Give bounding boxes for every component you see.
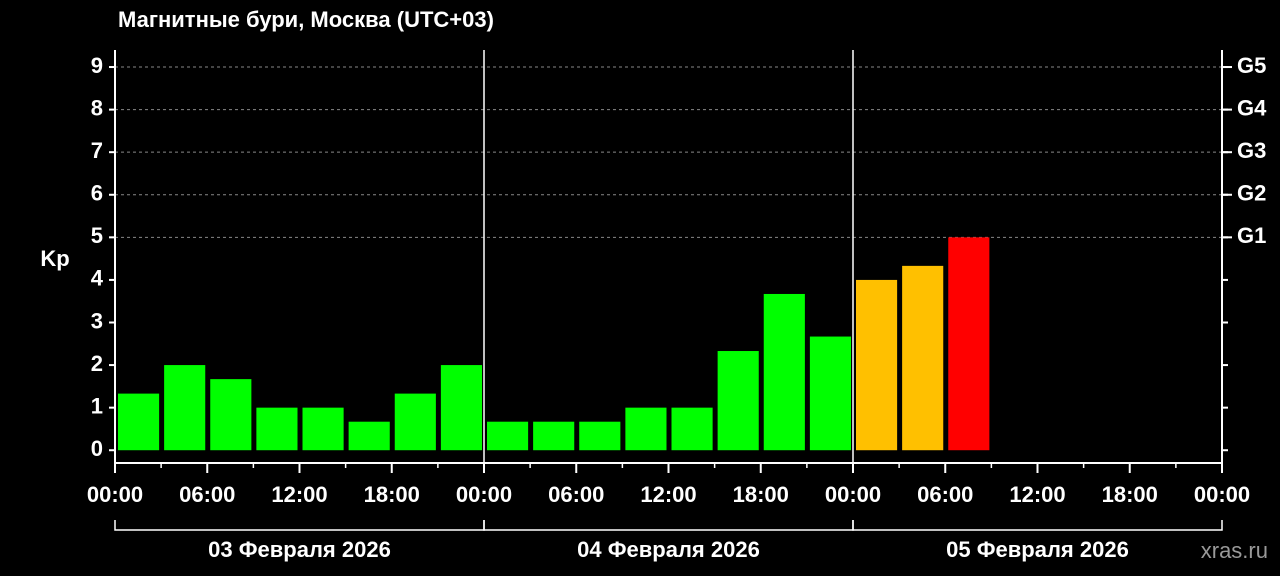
bar [948,237,990,451]
bar [717,351,759,451]
bar [118,393,160,451]
x-tick-label: 18:00 [733,482,789,507]
chart-title: Магнитные бури, Москва (UTC+03) [118,7,494,32]
bar [394,393,436,451]
bar [440,365,482,451]
bar [302,407,344,451]
bar [348,421,390,451]
x-tick-label: 12:00 [1009,482,1065,507]
bar [164,365,206,451]
y-tick-label: 3 [91,308,103,333]
y2-tick-label: G3 [1237,138,1266,163]
y-tick-label: 7 [91,138,103,163]
x-tick-label: 00:00 [825,482,881,507]
day-label: 04 Февраля 2026 [577,537,760,562]
x-tick-label: 00:00 [1194,482,1250,507]
x-tick-label: 12:00 [271,482,327,507]
y-tick-label: 9 [91,53,103,78]
day-bracket [852,520,1223,531]
x-tick-label: 00:00 [456,482,512,507]
y-tick-label: 0 [91,436,103,461]
y-tick-label: 2 [91,351,103,376]
day-label: 05 Февраля 2026 [946,537,1129,562]
x-tick-label: 06:00 [548,482,604,507]
bar [256,407,298,451]
x-tick-label: 18:00 [364,482,420,507]
y-axis-label: Kp [40,246,69,271]
bar [579,421,621,451]
bar [625,407,667,451]
x-tick-label: 00:00 [87,482,143,507]
x-tick-label: 06:00 [179,482,235,507]
y-tick-label: 5 [91,223,103,248]
x-tick-label: 18:00 [1102,482,1158,507]
bar [809,336,851,451]
bar [856,279,898,451]
y2-tick-label: G1 [1237,223,1266,248]
y2-tick-label: G2 [1237,181,1266,206]
bar [902,265,944,451]
watermark: xras.ru [1201,538,1268,563]
y-tick-label: 1 [91,393,103,418]
y2-tick-label: G4 [1237,95,1267,120]
y-tick-label: 4 [91,266,104,291]
bar [210,379,252,451]
day-label: 03 Февраля 2026 [208,537,391,562]
x-tick-label: 06:00 [917,482,973,507]
x-tick-label: 12:00 [640,482,696,507]
y-tick-label: 8 [91,95,103,120]
bar [763,293,805,451]
bar [671,407,713,451]
y-tick-label: 6 [91,181,103,206]
bar [487,421,529,451]
y2-tick-label: G5 [1237,53,1266,78]
bar [533,421,575,451]
